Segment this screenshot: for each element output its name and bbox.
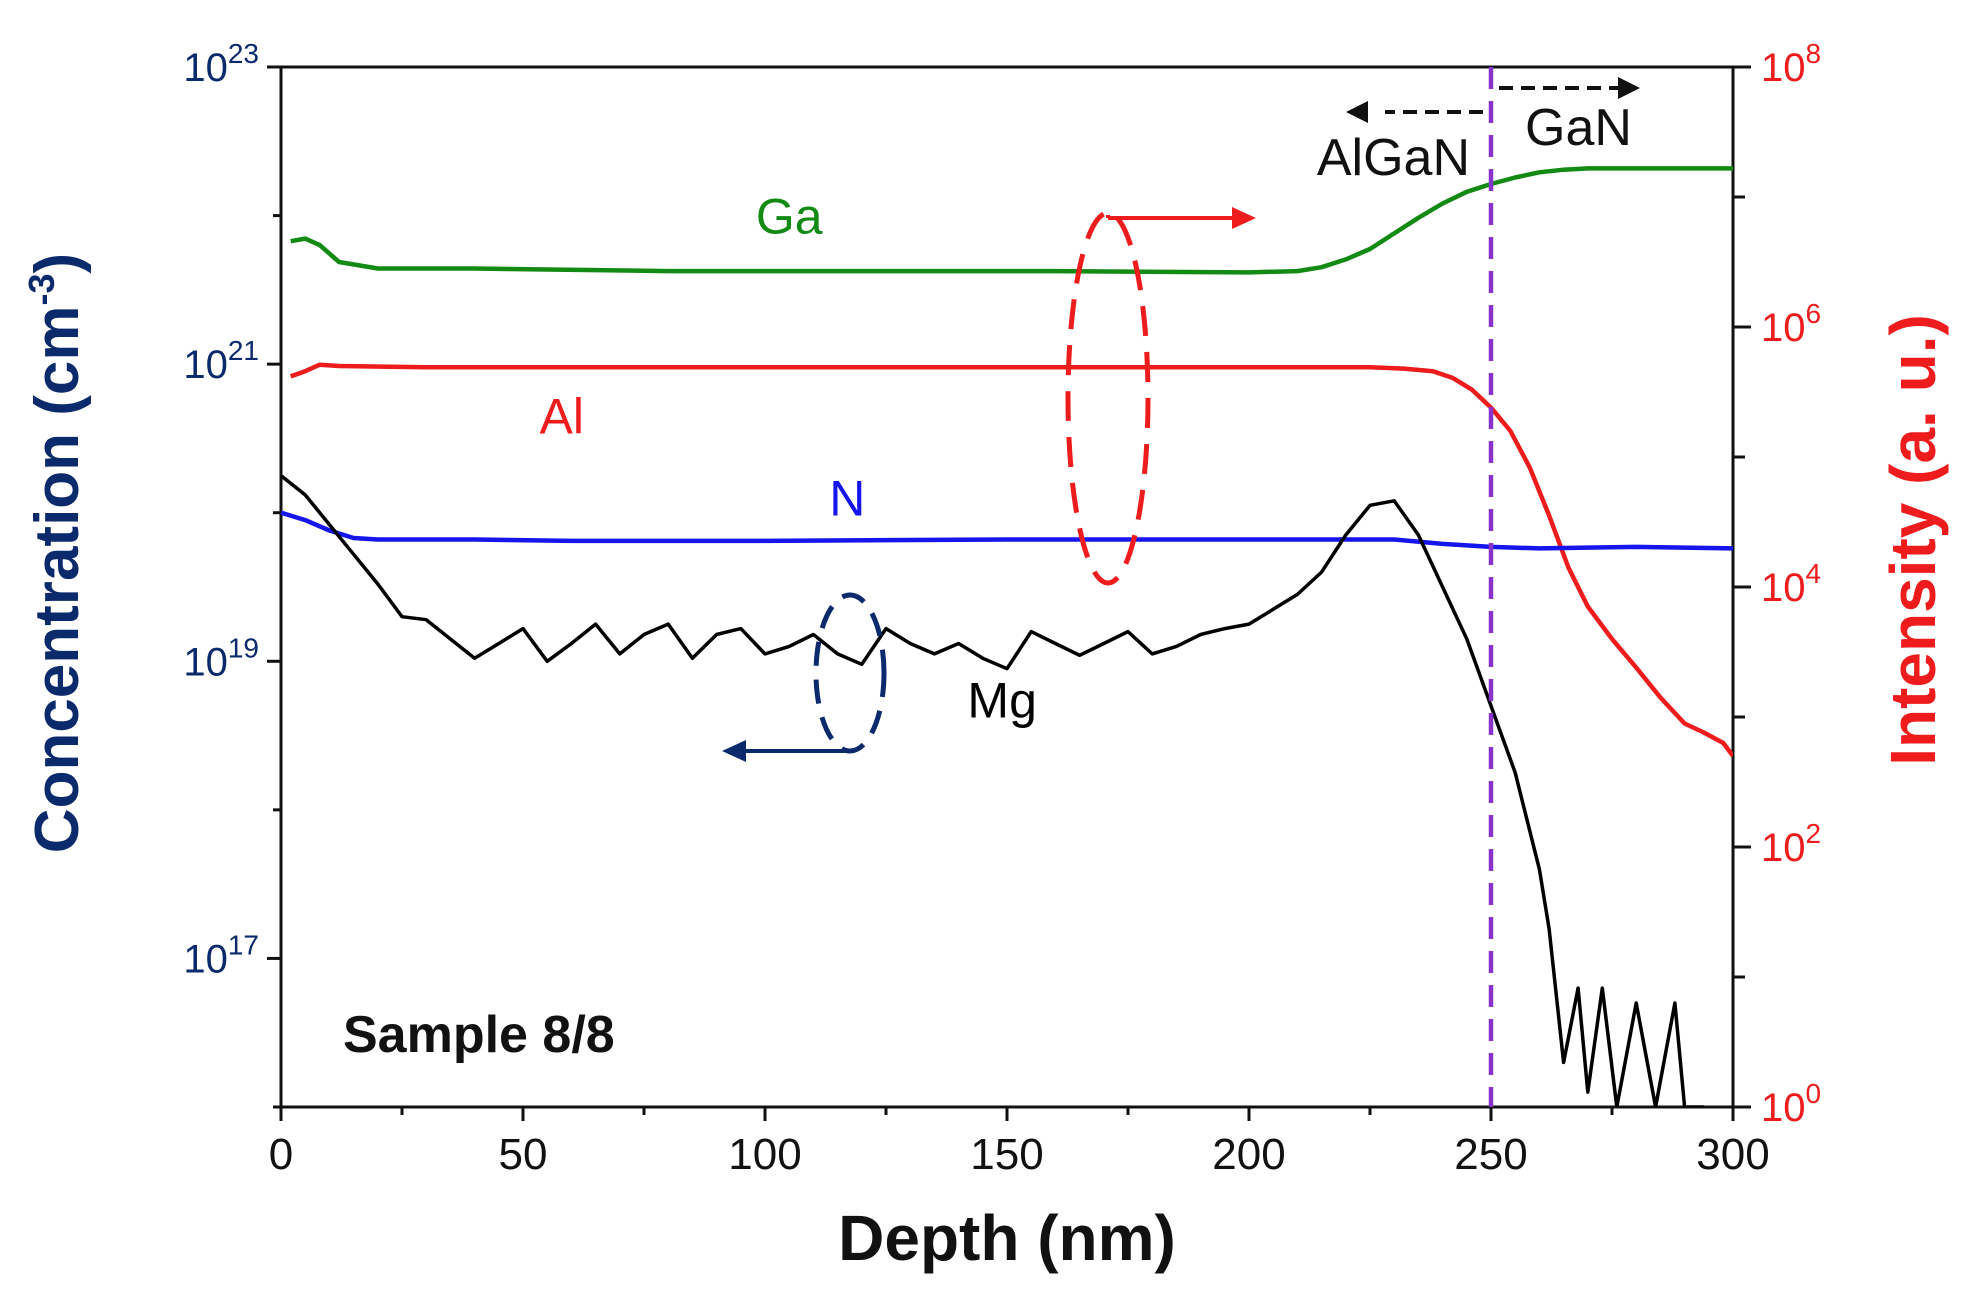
gan-region-label: GaN — [1525, 99, 1632, 157]
sample-annotation: Sample 8/8 — [343, 1006, 615, 1064]
left-tick-label: 1019 — [183, 632, 259, 684]
series-line-n — [281, 510, 1733, 551]
plot-frame — [279, 65, 1735, 1109]
series-line-mg — [281, 474, 1704, 1107]
right-axis-ellipse-stub — [1106, 215, 1110, 220]
series-label-al: Al — [539, 389, 583, 445]
right-tick-label: 102 — [1761, 818, 1821, 870]
left-axis-title: Concentration (cm-3) — [21, 253, 92, 853]
x-axis-title: Depth (nm) — [838, 1202, 1176, 1274]
right-tick-label: 108 — [1761, 38, 1821, 90]
right-axis-arrowhead — [1232, 207, 1256, 229]
x-tick-label: 0 — [269, 1130, 293, 1179]
series-line-ga — [290, 166, 1733, 275]
right-axis-title: Intensity (a. u.) — [1877, 314, 1949, 766]
right-axis-group-ellipse — [1065, 210, 1151, 586]
plot-area: 0 50 100 150 200 250 300 1023 1021 1019 1017 108 106… — [183, 38, 1821, 1179]
right-tick-label: 100 — [1761, 1078, 1821, 1130]
series-label-n: N — [829, 471, 865, 527]
x-tick-label: 150 — [970, 1130, 1043, 1179]
algan-region-label: AlGaN — [1317, 129, 1470, 187]
x-tick-label: 50 — [499, 1130, 548, 1179]
x-tick-label: 300 — [1696, 1130, 1769, 1179]
right-tick-label: 104 — [1761, 558, 1821, 610]
x-tick-label: 100 — [728, 1130, 801, 1179]
series-label-ga: Ga — [756, 188, 823, 244]
right-tick-label: 106 — [1761, 298, 1821, 350]
algan-arrowhead — [1346, 101, 1368, 123]
left-axis-group-ellipse — [813, 592, 887, 754]
left-tick-label: 1017 — [183, 929, 259, 981]
gan-arrowhead — [1618, 77, 1640, 99]
left-tick-label: 1021 — [183, 335, 259, 387]
x-tick-label: 200 — [1212, 1130, 1285, 1179]
left-axis-arrowhead — [722, 740, 746, 762]
x-tick-label: 250 — [1454, 1130, 1527, 1179]
left-tick-label: 1023 — [183, 38, 259, 90]
series-label-mg: Mg — [967, 673, 1036, 729]
